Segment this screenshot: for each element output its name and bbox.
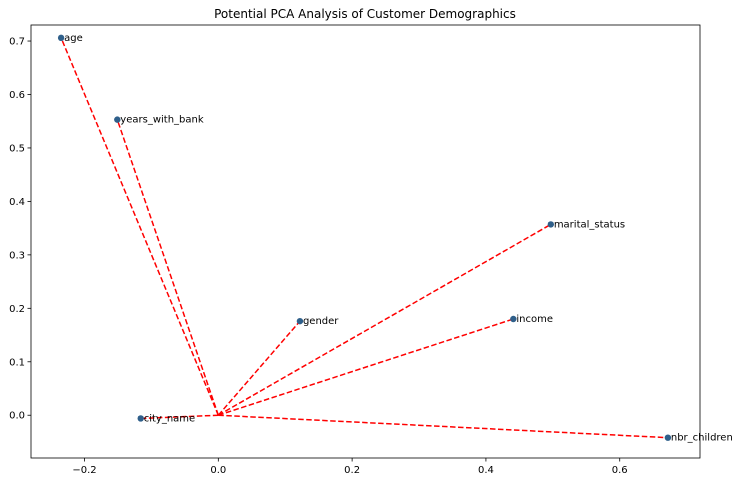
- data-point-age: [57, 34, 65, 42]
- y-axis-ticks: 0.0 0.1 0.2 0.3 0.4 0.5 0.6 0.7: [9, 37, 31, 422]
- vector-line-age: [60, 37, 220, 416]
- point-label-city-name: city_name: [144, 413, 195, 424]
- y-tick-label: 0.7: [9, 37, 25, 48]
- data-point-marital-status: [547, 221, 555, 228]
- vector-lines: [60, 37, 668, 439]
- vector-line-city-name: [140, 414, 219, 420]
- y-tick-label: 0.5: [9, 143, 25, 154]
- vector-line-years-with-bank: [116, 119, 220, 416]
- x-axis-ticks: −0.2 0.0 0.2 0.4 0.6: [72, 458, 628, 476]
- y-tick-label: 0.3: [9, 250, 25, 261]
- y-tick-label: 0.6: [9, 90, 25, 101]
- y-tick-label: 0.0: [9, 411, 25, 422]
- data-point-city-name: [137, 415, 144, 422]
- data-point-years-with-bank: [114, 116, 121, 123]
- vector-line-marital-status: [217, 223, 552, 416]
- plot-frame: [30, 24, 701, 459]
- x-tick-label: 0.6: [612, 465, 628, 476]
- point-label-years-with-bank: years_with_bank: [120, 115, 204, 126]
- x-tick-label: −0.2: [72, 465, 96, 476]
- vector-line-gender: [217, 320, 301, 416]
- vector-line-income: [218, 318, 514, 416]
- point-label-age: age: [64, 33, 83, 44]
- point-label-nbr-children: nbr_children: [671, 433, 733, 444]
- y-tick-label: 0.4: [9, 197, 25, 208]
- data-points: [57, 34, 672, 441]
- data-point-nbr-children: [664, 434, 672, 441]
- y-tick-label: 0.2: [9, 304, 25, 315]
- point-label-gender: gender: [303, 316, 339, 327]
- vector-line-nbr-children: [218, 414, 668, 439]
- x-tick-label: 0.2: [344, 465, 360, 476]
- data-point-income: [510, 315, 517, 323]
- point-label-marital-status: marital_status: [554, 219, 625, 230]
- x-tick-label: 0.0: [210, 465, 226, 476]
- x-tick-label: 0.4: [478, 465, 494, 476]
- data-point-gender: [296, 317, 304, 325]
- chart-title: Potential PCA Analysis of Customer Demog…: [214, 7, 516, 21]
- point-label-income: income: [516, 314, 553, 325]
- y-tick-label: 0.1: [9, 357, 25, 368]
